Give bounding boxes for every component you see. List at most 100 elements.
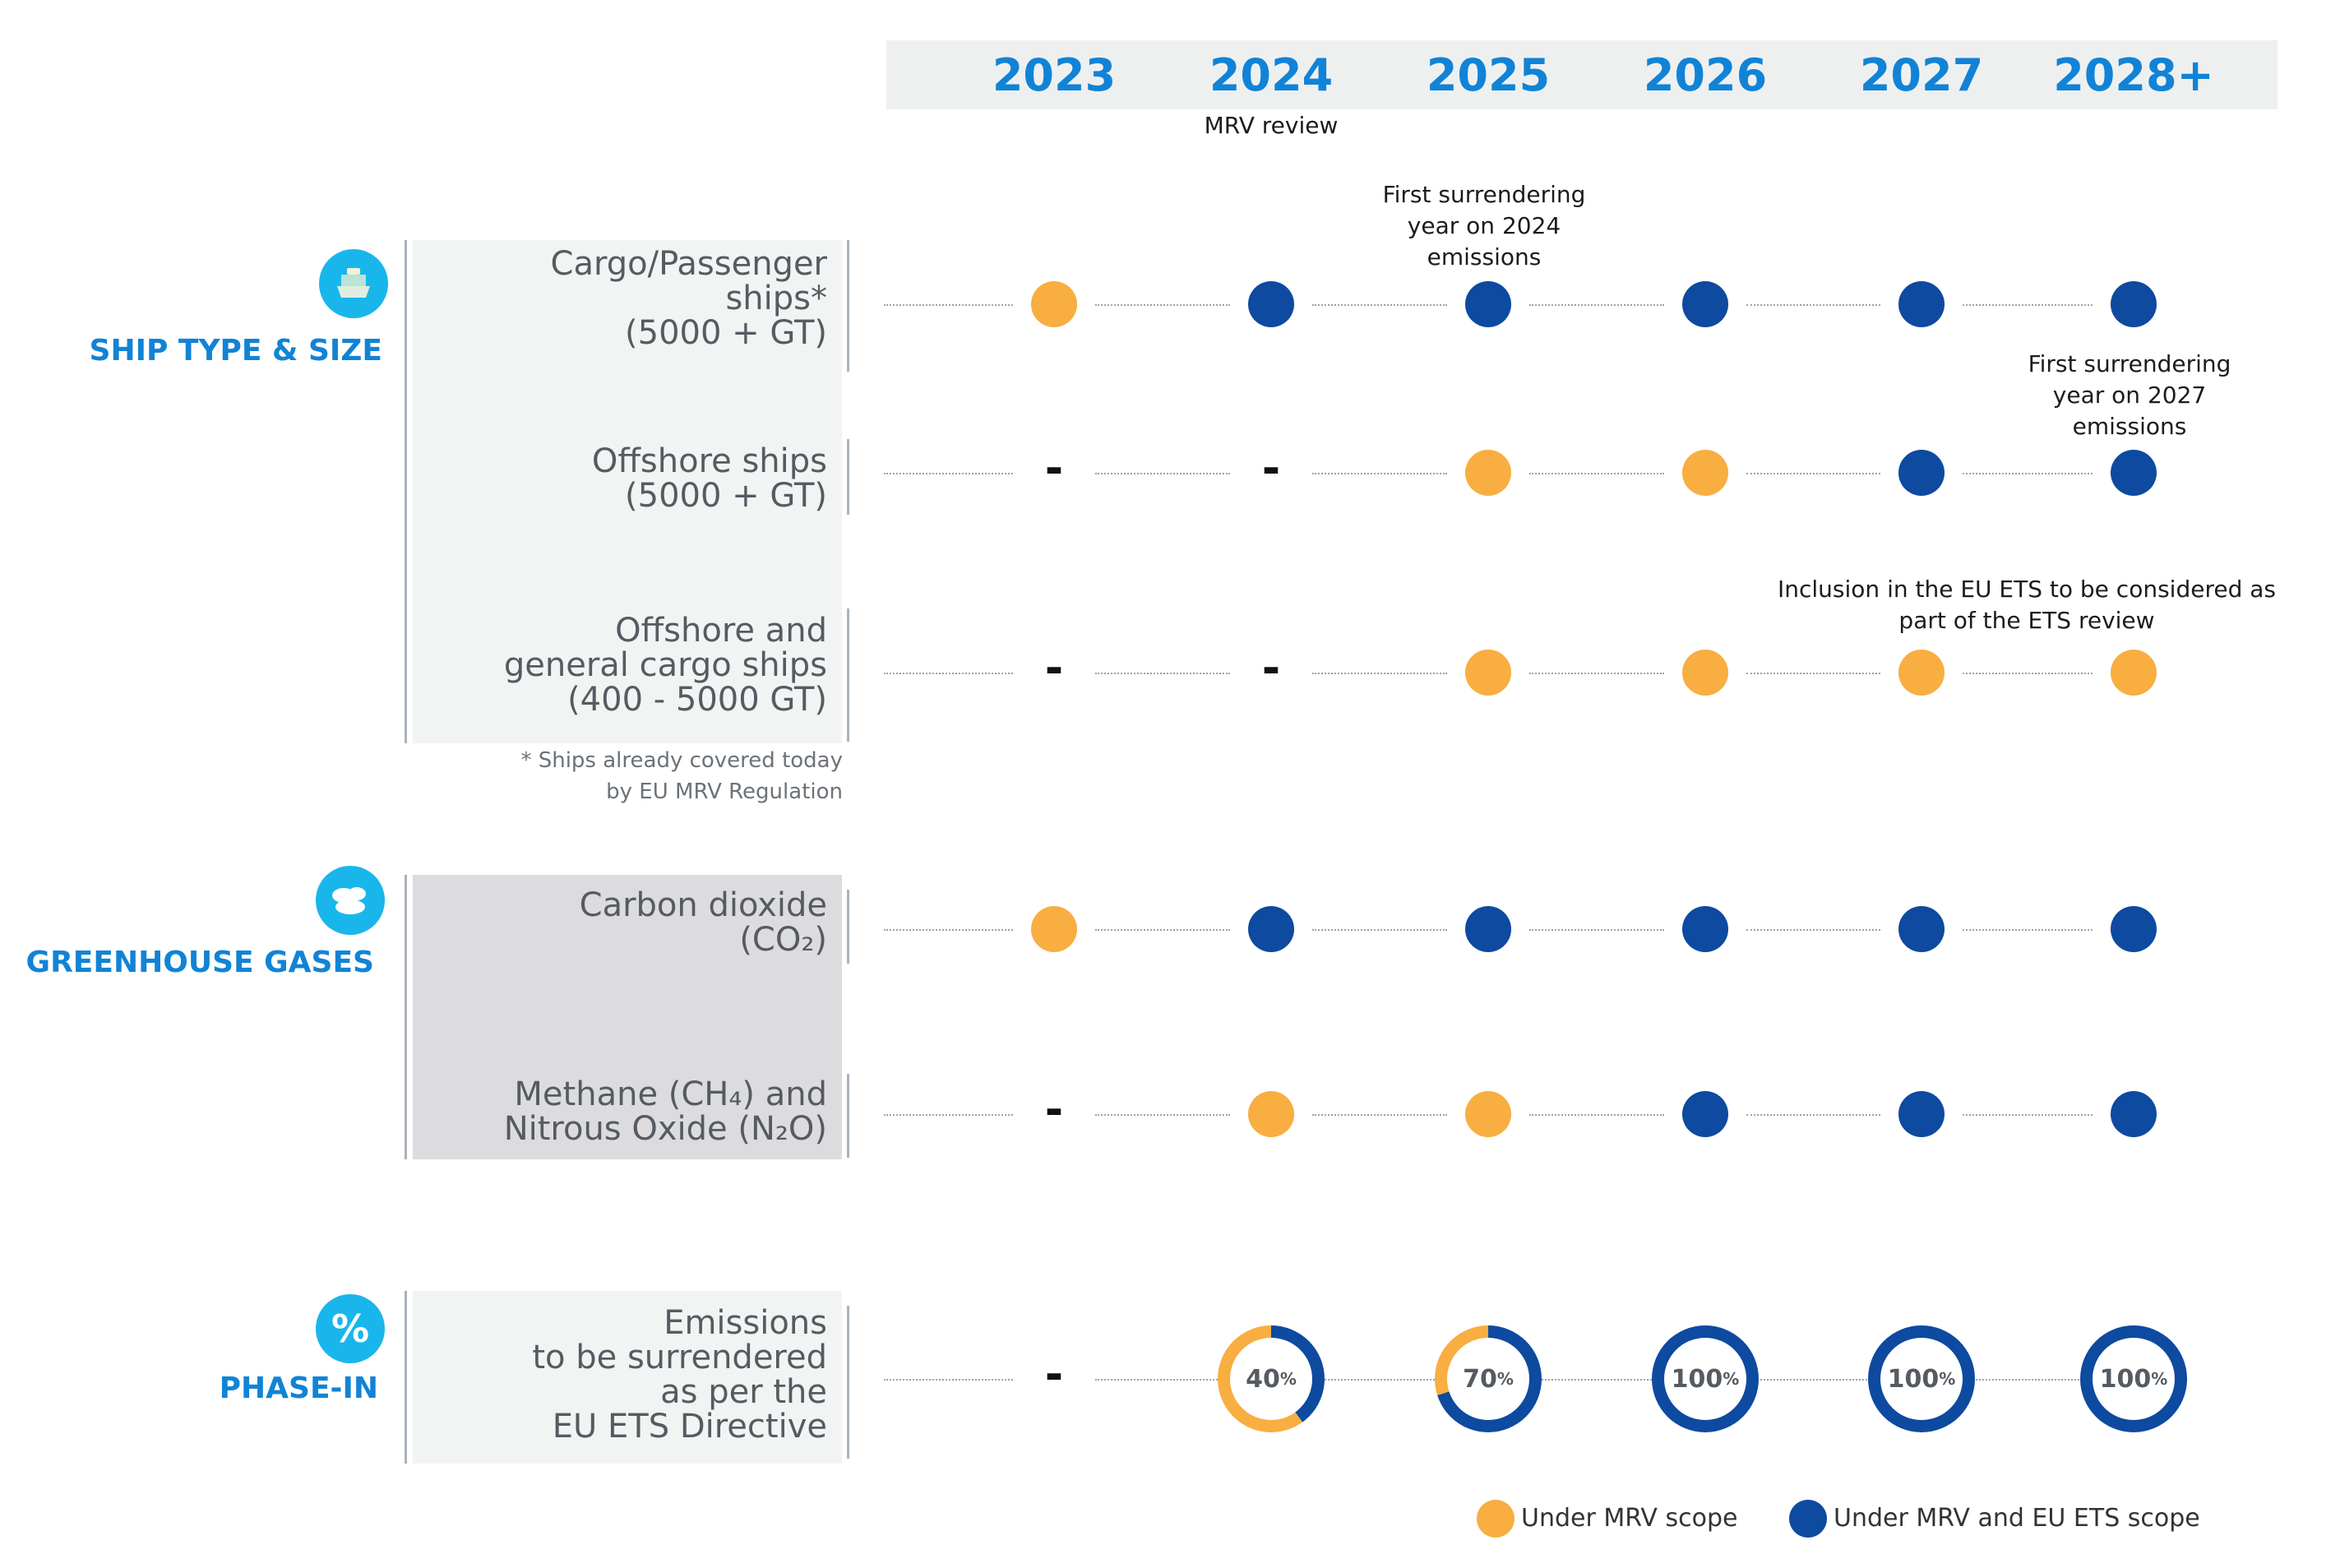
mrv-ets-scope-dot xyxy=(2111,1091,2157,1137)
mrv-ets-scope-dot xyxy=(1682,281,1728,327)
row-divider xyxy=(847,608,849,742)
ship-section-bracket xyxy=(405,240,407,743)
not-applicable-dash: - xyxy=(1261,642,1281,694)
phase-in-ring-2026: 100% xyxy=(1652,1325,1759,1432)
ship-type-size-title: SHIP TYPE & SIZE xyxy=(89,334,382,368)
row-divider xyxy=(847,1306,849,1459)
legend-ets-label: Under MRV and EU ETS scope xyxy=(1834,1504,2200,1533)
phase-section-bracket xyxy=(405,1291,407,1464)
legend-mrv-label: Under MRV scope xyxy=(1521,1504,1738,1533)
ghg-section-bracket xyxy=(405,875,407,1159)
row-divider xyxy=(847,1074,849,1158)
phase-in-value: 100 xyxy=(2099,1364,2152,1394)
label-line: Nitrous Oxide (N₂O) xyxy=(503,1110,827,1148)
row-divider xyxy=(847,890,849,964)
dotted-connector xyxy=(1095,1114,1230,1116)
dotted-connector xyxy=(1746,673,1880,674)
mrv-scope-dot xyxy=(2111,650,2157,696)
first-surrender-2027-note: First surrendering year on 2027 emission… xyxy=(2028,350,2231,440)
row-label-co2: Carbon dioxide (CO₂) xyxy=(428,888,827,957)
label-line: Cargo/Passenger xyxy=(550,245,827,283)
phase-in-unit: % xyxy=(1723,1369,1740,1389)
dotted-connector xyxy=(1963,304,2093,306)
mrv-scope-dot xyxy=(1682,650,1728,696)
percent-icon: % xyxy=(316,1294,385,1363)
dotted-connector xyxy=(1095,673,1230,674)
ship-icon-glyph xyxy=(337,268,370,298)
label-line: Emissions xyxy=(664,1304,827,1342)
dotted-connector xyxy=(1963,673,2093,674)
dotted-connector xyxy=(884,304,1013,306)
phase-in-title: PHASE-IN xyxy=(219,1371,378,1405)
phase-in-ring-2025: 70% xyxy=(1435,1325,1542,1432)
mrv-scope-dot xyxy=(1682,450,1728,496)
label-line: (400 - 5000 GT) xyxy=(567,681,827,719)
dotted-connector xyxy=(1095,304,1230,306)
dotted-connector xyxy=(1529,1114,1664,1116)
dotted-connector xyxy=(1963,473,2093,474)
label-line: Carbon dioxide xyxy=(579,886,827,924)
dotted-connector xyxy=(1963,1114,2093,1116)
year-2025: 2025 xyxy=(1426,49,1551,101)
label-line: (5000 + GT) xyxy=(625,314,827,352)
year-header-band xyxy=(886,40,2278,109)
mrv-ets-scope-dot xyxy=(1465,281,1511,327)
phase-in-unit: % xyxy=(1279,1369,1297,1389)
year-2028-plus: 2028+ xyxy=(2053,49,2214,101)
legend-mrv-dot xyxy=(1477,1500,1515,1538)
mrv-ets-scope-dot xyxy=(2111,450,2157,496)
row-label-cargo-passenger: Cargo/Passenger ships* (5000 + GT) xyxy=(428,247,827,350)
phase-in-percentage: 100% xyxy=(1664,1338,1746,1420)
not-applicable-dash: - xyxy=(1044,1348,1064,1400)
ship-section-panel xyxy=(413,240,842,743)
mrv-ets-scope-dot xyxy=(1898,906,1945,952)
row-label-phase-in: Emissions to be surrendered as per the E… xyxy=(428,1306,827,1444)
not-applicable-dash: - xyxy=(1044,642,1064,694)
mrv-ets-scope-dot xyxy=(1898,281,1945,327)
label-line: Methane (CH₄) and xyxy=(514,1075,827,1113)
phase-in-ring-2027: 100% xyxy=(1868,1325,1975,1432)
dotted-connector xyxy=(1746,1114,1880,1116)
mrv-ets-scope-dot xyxy=(1682,906,1728,952)
label-line: as per the xyxy=(660,1373,827,1411)
phase-in-percentage: 40% xyxy=(1230,1338,1312,1420)
label-line: EU ETS Directive xyxy=(552,1408,827,1445)
inclusion-review-note: Inclusion in the EU ETS to be considered… xyxy=(1778,576,2276,634)
row-label-ch4-n2o: Methane (CH₄) and Nitrous Oxide (N₂O) xyxy=(428,1077,827,1146)
label-line: Offshore ships xyxy=(591,442,827,480)
label-line: ships* xyxy=(725,280,827,317)
mrv-scope-dot xyxy=(1031,906,1077,952)
dotted-connector xyxy=(1963,929,2093,931)
dotted-connector xyxy=(1095,1379,1230,1381)
phase-in-unit: % xyxy=(1496,1369,1514,1389)
year-2023: 2023 xyxy=(992,49,1117,101)
dotted-connector xyxy=(1746,929,1880,931)
dotted-connector xyxy=(884,1114,1013,1116)
dotted-connector xyxy=(884,673,1013,674)
year-2027: 2027 xyxy=(1859,49,1984,101)
phase-in-ring-2024: 40% xyxy=(1218,1325,1325,1432)
not-applicable-dash: - xyxy=(1261,442,1281,494)
mrv-scope-dot xyxy=(1248,1091,1294,1137)
not-applicable-dash: - xyxy=(1044,442,1064,494)
dotted-connector xyxy=(1095,929,1230,931)
dotted-connector xyxy=(884,1379,1013,1381)
dotted-connector xyxy=(1312,673,1447,674)
dotted-connector xyxy=(1529,473,1664,474)
cloud-icon xyxy=(316,866,385,935)
ghg-section-panel xyxy=(413,875,842,1159)
row-label-offshore-general: Offshore and general cargo ships (400 - … xyxy=(428,613,827,717)
mrv-ets-scope-dot xyxy=(1248,281,1294,327)
footnote-line: by EU MRV Regulation xyxy=(606,779,843,804)
dotted-connector xyxy=(1312,929,1447,931)
mrv-ets-scope-dot xyxy=(1682,1091,1728,1137)
dotted-connector xyxy=(1312,304,1447,306)
phase-in-value: 100 xyxy=(1671,1364,1723,1394)
phase-in-value: 40 xyxy=(1246,1364,1280,1394)
greenhouse-gases-title: GREENHOUSE GASES xyxy=(25,946,374,979)
dotted-connector xyxy=(1529,1379,1664,1381)
label-line: to be surrendered xyxy=(532,1339,827,1376)
phase-in-value: 70 xyxy=(1463,1364,1497,1394)
dotted-connector xyxy=(884,473,1013,474)
dotted-connector xyxy=(1963,1379,2093,1381)
